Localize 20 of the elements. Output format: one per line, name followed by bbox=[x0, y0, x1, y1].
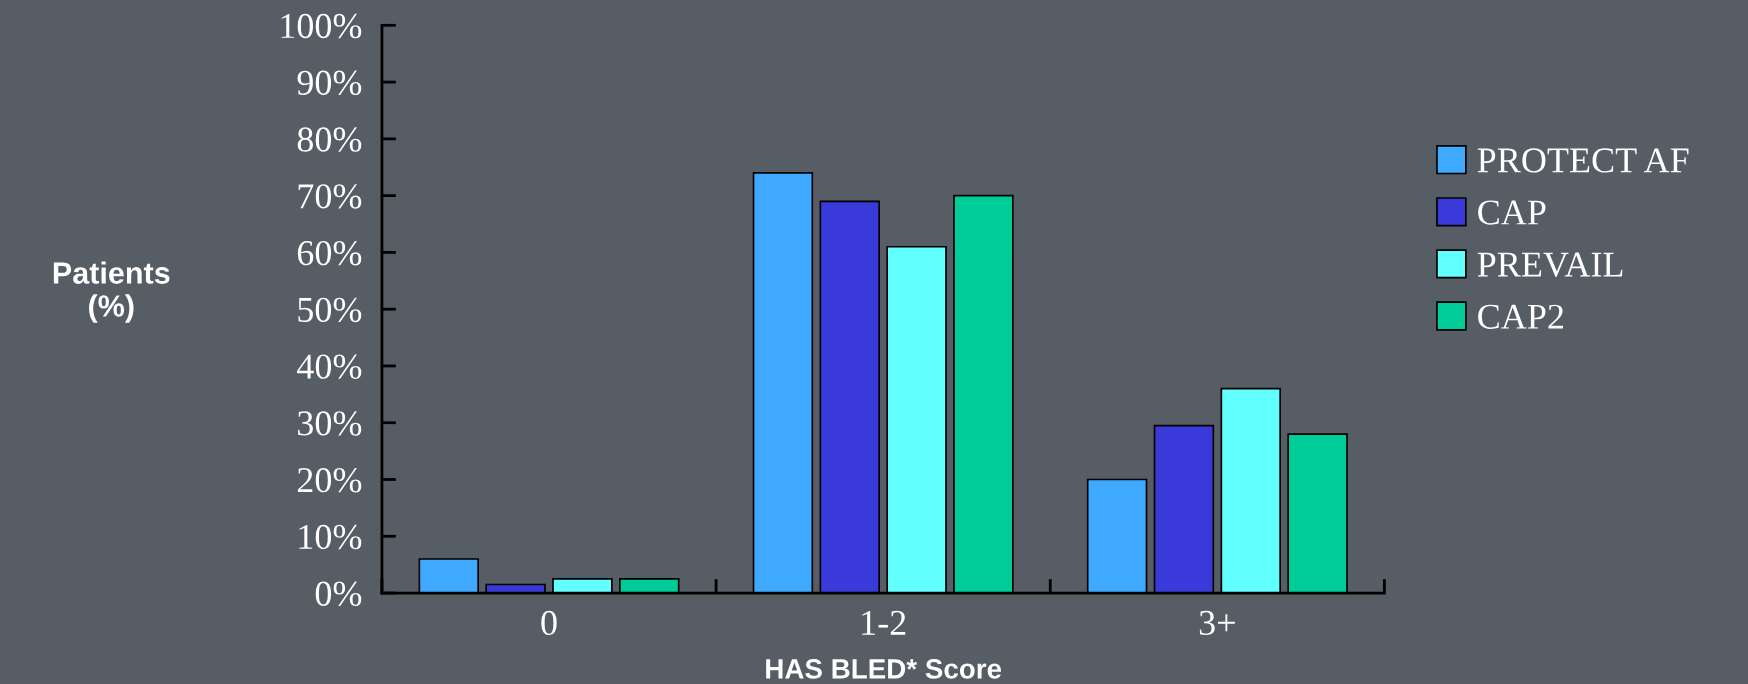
y-axis-title: Patients (%) bbox=[53, 261, 170, 323]
legend-label: PROTECT AF bbox=[1477, 148, 1689, 173]
y-tick-label: 20% bbox=[297, 468, 362, 493]
y-tick-label: 100% bbox=[281, 13, 362, 39]
y-tick-label: 60% bbox=[297, 240, 362, 266]
x-tick-label: 0 bbox=[541, 610, 557, 636]
x-tick-label: 1-2 bbox=[862, 610, 906, 635]
y-tick-label: 10% bbox=[299, 524, 362, 550]
y-tick-label: 70% bbox=[298, 184, 362, 209]
y-tick-label: 0% bbox=[315, 581, 362, 607]
legend-label: CAP2 bbox=[1478, 304, 1563, 329]
x-axis-title: HAS BLED* Score bbox=[766, 659, 1002, 679]
legend-label: PREVAIL bbox=[1477, 252, 1623, 277]
y-tick-label: 50% bbox=[298, 297, 362, 323]
legend-label: CAP bbox=[1478, 200, 1546, 225]
y-tick-label: 30% bbox=[298, 411, 362, 436]
y-tick-label: 90% bbox=[297, 70, 362, 96]
x-tick-label: 3+ bbox=[1199, 610, 1235, 636]
y-tick-label: 40% bbox=[297, 354, 362, 379]
y-tick-label: 80% bbox=[297, 127, 362, 152]
